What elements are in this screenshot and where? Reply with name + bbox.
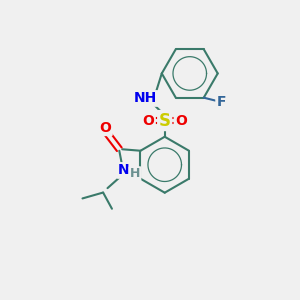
Text: F: F bbox=[217, 95, 226, 109]
Text: O: O bbox=[175, 114, 187, 128]
Text: O: O bbox=[100, 121, 111, 135]
Text: S: S bbox=[159, 112, 171, 130]
Text: NH: NH bbox=[134, 92, 157, 106]
Text: O: O bbox=[142, 114, 154, 128]
Text: N: N bbox=[118, 164, 130, 178]
Text: H: H bbox=[130, 167, 140, 181]
